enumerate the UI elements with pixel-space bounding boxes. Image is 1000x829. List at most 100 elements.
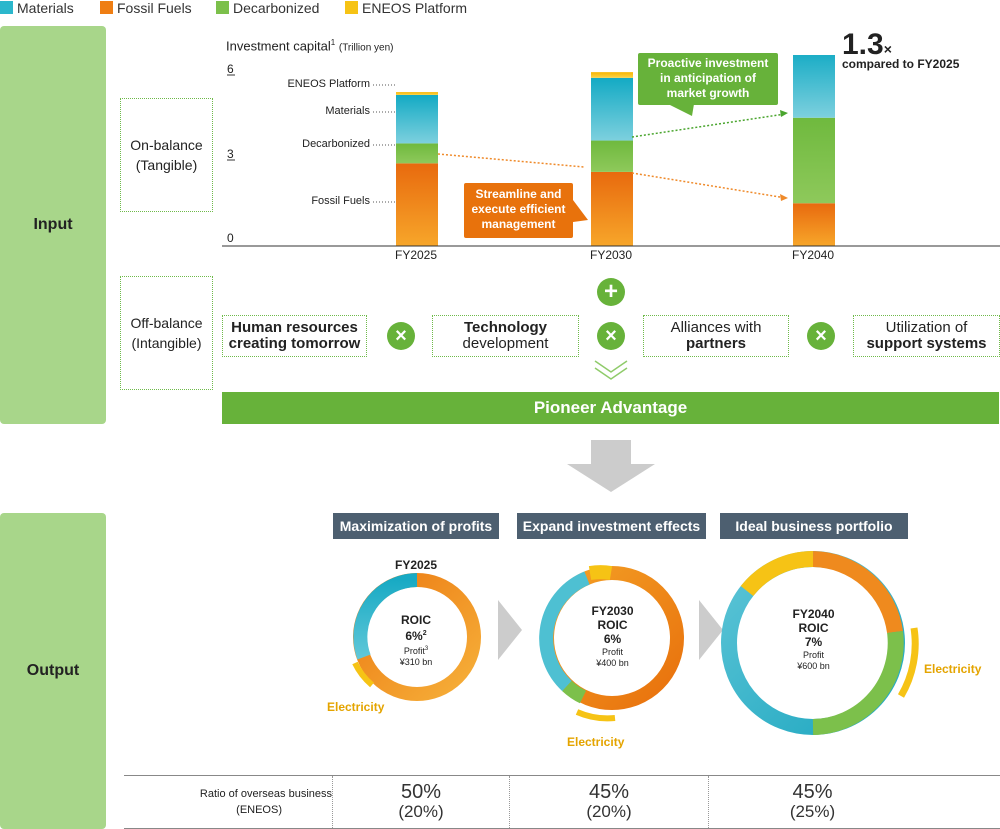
- donut-fy2040: [721, 551, 919, 735]
- col-title-expand: Expand investment effects: [517, 513, 706, 539]
- times-icon-1: ×: [387, 322, 415, 350]
- donut-year: FY2025: [394, 558, 438, 572]
- resource-line2: development: [462, 335, 549, 352]
- bar-fy2040-fossil-fuels: [793, 203, 835, 246]
- plus-icon: +: [597, 278, 625, 306]
- y-tick-0: 0: [227, 231, 234, 245]
- chevron-right-icon-2: [699, 600, 723, 660]
- input-label: Input: [33, 216, 73, 233]
- multiplier-suffix: ×: [883, 41, 892, 57]
- resource-technology: Technology development: [432, 315, 579, 357]
- ratio-divider: [332, 776, 333, 828]
- fossil-trend-arrow-1: [437, 153, 585, 168]
- ratio-sub: (20%): [398, 802, 444, 821]
- off-balance-label: Off-balance (Intangible): [120, 276, 213, 390]
- x-label-fy2040: FY2040: [791, 248, 835, 262]
- resource-line2: creating tomorrow: [228, 335, 361, 352]
- times-icon-3: ×: [807, 322, 835, 350]
- profit-label: Profit: [403, 646, 425, 656]
- bar-fy2025-decarbonized: [396, 143, 438, 164]
- bar-fy2025-eneos-platform: [396, 92, 438, 95]
- fossil-trend-arrow-2: [631, 172, 787, 199]
- x-label-fy2025: FY2025: [394, 248, 438, 262]
- legend-label: ENEOS Platform: [362, 0, 468, 16]
- resource-line1: Human resources: [231, 319, 358, 336]
- ratio-divider: [509, 776, 510, 828]
- bar-fy2030-materials: [591, 77, 633, 141]
- double-chevron-down-icon: [594, 360, 628, 380]
- ratio-cell-fy2040: 45% (25%): [709, 776, 916, 828]
- cat-label-decarbonized: Decarbonized: [302, 138, 370, 150]
- roic-label: ROIC: [597, 618, 628, 632]
- bar-fy2030-fossil-fuels: [591, 171, 633, 246]
- resource-line1: Utilization of: [885, 319, 968, 336]
- donut-electricity-arc: [575, 709, 616, 722]
- overseas-ratio-row: Ratio of overseas business (ENEOS) 50% (…: [124, 775, 1000, 829]
- profit-value: ¥600 bn: [797, 661, 830, 671]
- input-panel: [0, 26, 106, 424]
- multiplier-note: compared to FY2025: [842, 57, 960, 71]
- cat-label-platform: ENEOS Platform: [287, 78, 370, 90]
- donut-ring-fossil: [812, 551, 903, 634]
- donut-ring-decarbonized: [562, 680, 587, 704]
- resource-alliances: Alliances with partners: [643, 315, 789, 357]
- pioneer-advantage-bar: Pioneer Advantage: [222, 392, 999, 424]
- bar-fy2025-fossil-fuels: [396, 163, 438, 246]
- resource-line1: Alliances with: [670, 319, 762, 336]
- ratio-main: 45%: [792, 781, 833, 803]
- donut-electricity-arc: [897, 627, 919, 698]
- chart-title: Investment capital1 (Trillion yen): [226, 38, 394, 53]
- ratio-main: 45%: [588, 781, 630, 803]
- legend-swatch-materials: [0, 1, 13, 14]
- bar-fy2040-materials: [793, 55, 835, 118]
- ratio-cell-fy2030: 45% (20%): [510, 776, 708, 828]
- electricity-label: Electricity: [567, 735, 625, 749]
- profit-label: Profit: [601, 647, 623, 657]
- y-tick-3: 3: [227, 147, 234, 161]
- roic-label: ROIC: [798, 621, 829, 635]
- electricity-label: Electricity: [924, 662, 982, 676]
- resource-support: Utilization of support systems: [853, 315, 1000, 357]
- bar-fy2030-decarbonized: [591, 140, 633, 172]
- times-icon-2: ×: [597, 322, 625, 350]
- resource-line1: Technology: [463, 319, 548, 336]
- donut-ring-decarbonized: [812, 630, 904, 735]
- profit-value: ¥400 bn: [596, 658, 629, 668]
- donut-year: FY2040: [792, 607, 835, 621]
- callout-proactive-tail: [668, 104, 694, 116]
- donut-fy2025: [352, 573, 481, 701]
- chart-title-sup: 1: [330, 38, 336, 47]
- donut-year: FY2030: [591, 604, 634, 618]
- resource-human: Human resources creating tomorrow: [222, 315, 367, 357]
- ratio-label-line1: Ratio of overseas business: [199, 788, 332, 800]
- ratio-label-line2: (ENEOS): [236, 804, 282, 816]
- chart-title-text: Investment capital: [226, 38, 331, 54]
- resource-line2: support systems: [866, 335, 987, 352]
- output-label: Output: [26, 662, 80, 679]
- ratio-label: Ratio of overseas business (ENEOS): [124, 786, 332, 818]
- donut-ring-platform: [588, 565, 613, 580]
- donut-fy2025-center: ROIC 6%2 Profit3 ¥310 bn: [381, 613, 451, 668]
- cat-label-materials: Materials: [325, 105, 370, 117]
- roic-value: 6%: [405, 629, 423, 643]
- roic-label: ROIC: [401, 613, 431, 627]
- bar-fy2040-decarbonized: [793, 117, 835, 204]
- multiplier-value: 1.3: [842, 28, 884, 61]
- bar-fy2025-materials: [396, 94, 438, 144]
- donut-ring-platform: [740, 551, 814, 597]
- down-arrow-icon: [567, 440, 655, 492]
- profit-sup: 3: [424, 646, 429, 652]
- y-tick-6: 6: [227, 62, 234, 76]
- ratio-main: 50%: [400, 781, 442, 803]
- ratio-divider: [708, 776, 709, 828]
- roic-sup: 2: [422, 630, 427, 637]
- profit-label: Profit: [802, 650, 824, 660]
- roic-value-wrap: 6%2: [381, 627, 451, 643]
- investment-chart: [222, 55, 1000, 247]
- legend-label: Fossil Fuels: [117, 0, 192, 16]
- donut-fy2030-center: FY2030 ROIC 6% Profit ¥400 bn: [575, 604, 650, 669]
- bar-fy2030-eneos-platform: [591, 72, 633, 78]
- donut-electricity-arc: [352, 661, 375, 688]
- on-balance-label: On-balance (Tangible): [120, 98, 213, 212]
- x-label-fy2030: FY2030: [589, 248, 633, 262]
